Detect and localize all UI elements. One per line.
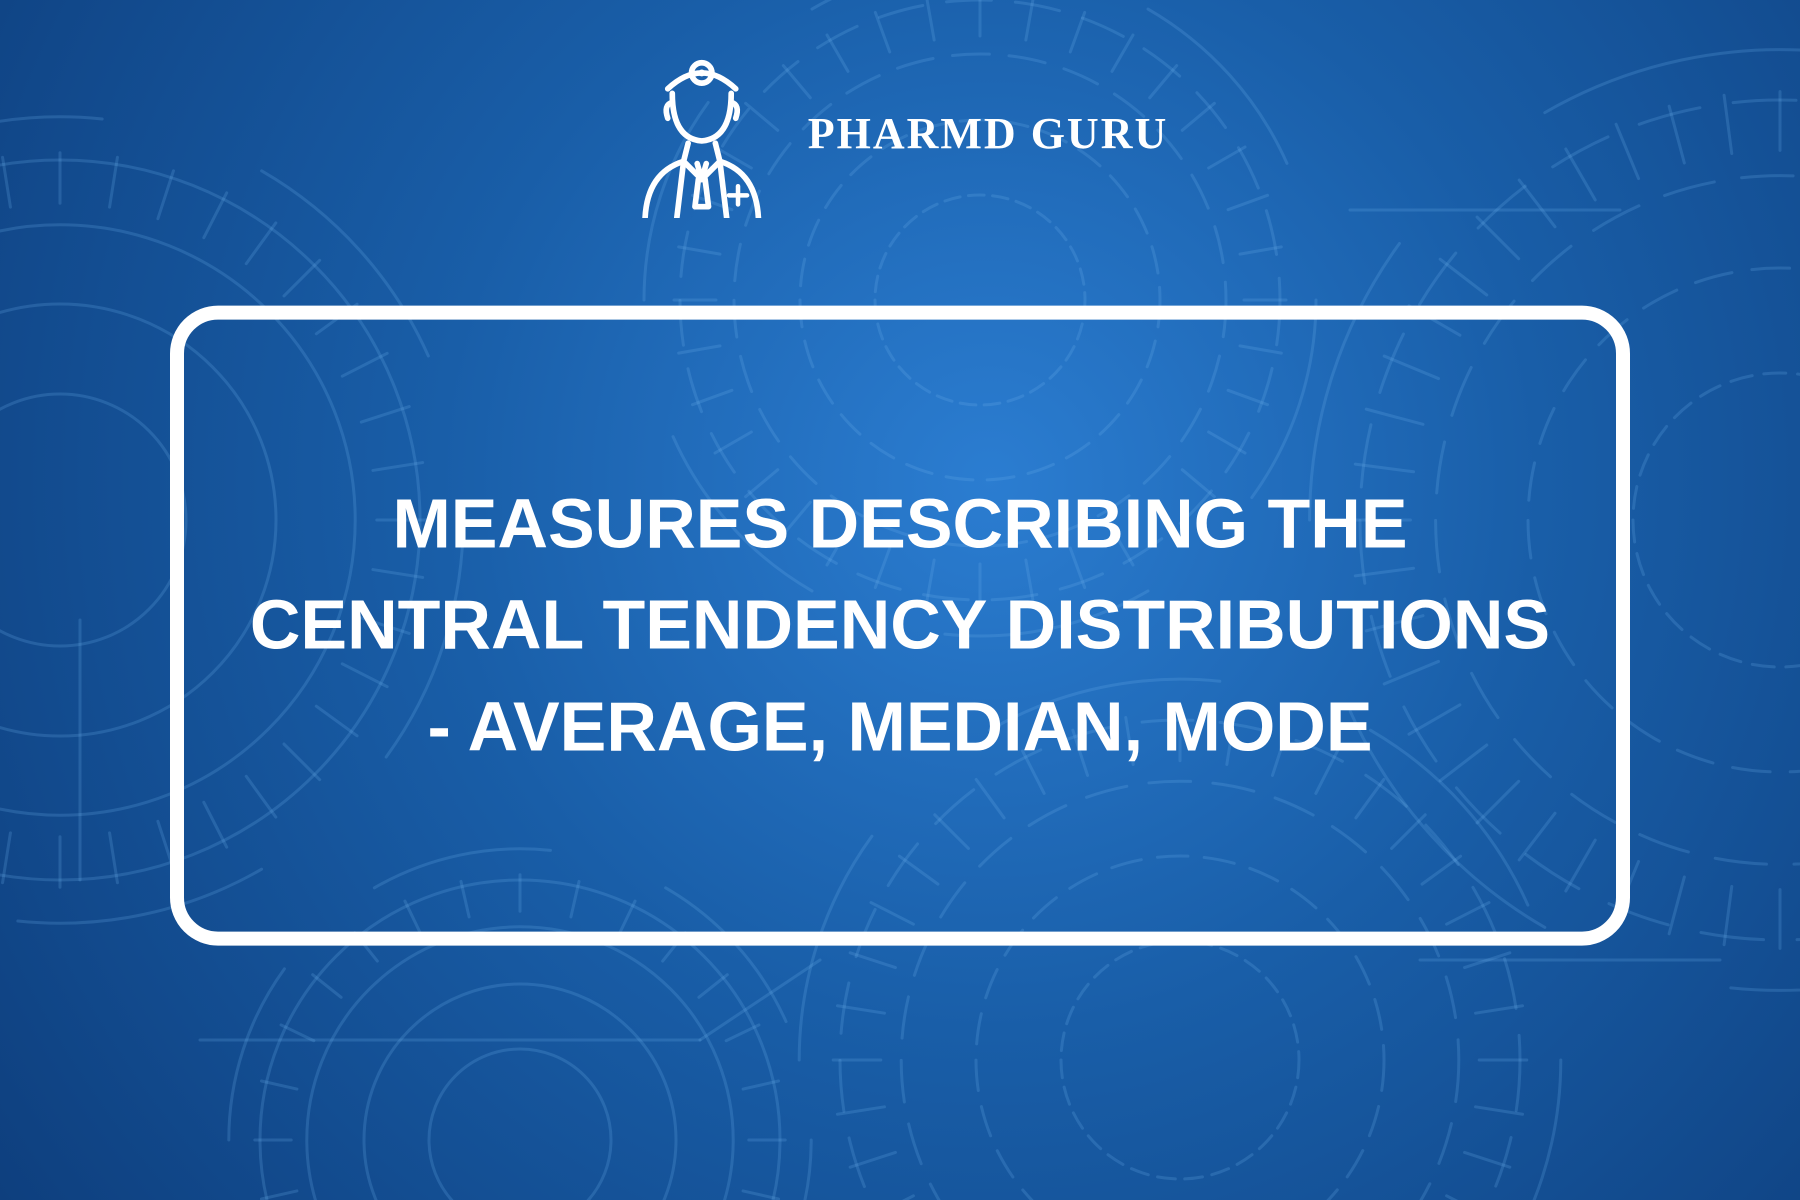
brand-text: PHARMD GURU bbox=[808, 108, 1169, 159]
header: PHARMD GURU bbox=[632, 48, 1169, 218]
doctor-icon bbox=[632, 48, 772, 218]
title-text: MEASURES DESCRIBING THE CENTRAL TENDENCY… bbox=[240, 473, 1560, 777]
title-box: MEASURES DESCRIBING THE CENTRAL TENDENCY… bbox=[170, 306, 1630, 946]
